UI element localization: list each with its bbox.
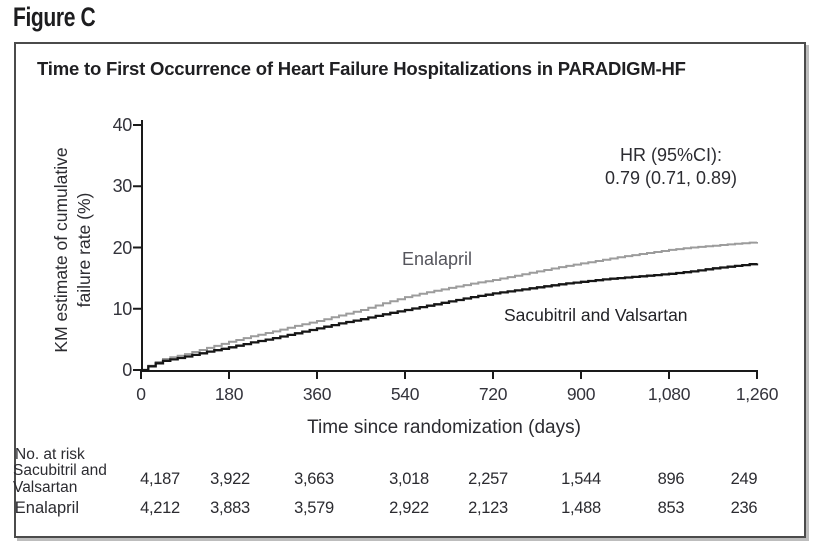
chart-title: Time to First Occurrence of Heart Failur…: [37, 58, 686, 79]
figure-label: Figure C: [13, 2, 96, 32]
risk-row-enalapril-label: Enalapril: [14, 499, 79, 517]
km-curve-sacubitril-valsartan: [141, 263, 759, 372]
risk-count-enalapril: 2,922: [389, 499, 429, 517]
x-tick-label: 1,260: [735, 384, 779, 404]
risk-row-sacubitril-label-line2: Valsartan: [13, 479, 78, 496]
risk-row-sacubitril-label-line1: Sacubitril and: [13, 462, 107, 479]
x-tick-label: 540: [390, 384, 420, 404]
risk-count-sacubitril: 249: [730, 470, 758, 488]
hr-annotation-line2: 0.79 (0.71, 0.89): [604, 167, 738, 188]
risk-count-enalapril: 4,212: [140, 499, 180, 517]
risk-count-enalapril: 1,488: [561, 499, 601, 517]
y-tick-label: 10: [112, 298, 133, 319]
risk-count-sacubitril: 2,257: [468, 470, 508, 488]
risk-count-enalapril: 853: [657, 499, 685, 517]
y-tick-label: 20: [112, 237, 133, 258]
x-tick-label: 360: [302, 384, 332, 404]
plot-axes: [140, 120, 758, 372]
x-tick-label: 0: [136, 384, 146, 404]
risk-count-enalapril: 3,883: [210, 499, 250, 517]
risk-count-sacubitril: 3,663: [294, 470, 334, 488]
risk-count-sacubitril: 896: [657, 470, 685, 488]
risk-count-sacubitril: 4,187: [140, 470, 180, 488]
curve-label-enalapril: Enalapril: [402, 249, 473, 269]
risk-count-enalapril: 2,123: [468, 499, 508, 517]
y-tick-label: 40: [112, 115, 133, 135]
risk-count-sacubitril: 3,922: [210, 470, 250, 488]
y-axis-label-line1: KM estimate of cumulative: [51, 147, 71, 353]
risk-table-header: No. at risk: [15, 446, 85, 463]
x-tick-label: 720: [478, 384, 508, 404]
km-curve-enalapril: [141, 241, 758, 371]
risk-count-sacubitril: 3,018: [389, 470, 429, 488]
figure-box: [14, 42, 806, 538]
x-tick-label: 180: [214, 384, 244, 404]
curve-label-sacubitril: Sacubitril and Valsartan: [504, 305, 688, 325]
hr-annotation: HR (95%CI): 0.79 (0.71, 0.89): [520, 144, 822, 189]
risk-count-enalapril: 3,579: [294, 499, 334, 517]
x-tick-label: 900: [566, 384, 596, 404]
hr-annotation-line1: HR (95%CI):: [619, 145, 722, 165]
x-axis-title: Time since randomization (days): [307, 417, 581, 438]
risk-count-sacubitril: 1,544: [561, 470, 601, 488]
y-tick-label: 30: [112, 176, 133, 197]
risk-count-enalapril: 236: [730, 499, 758, 517]
x-tick-label: 1,080: [647, 384, 691, 404]
y-tick-label: 0: [122, 360, 132, 380]
